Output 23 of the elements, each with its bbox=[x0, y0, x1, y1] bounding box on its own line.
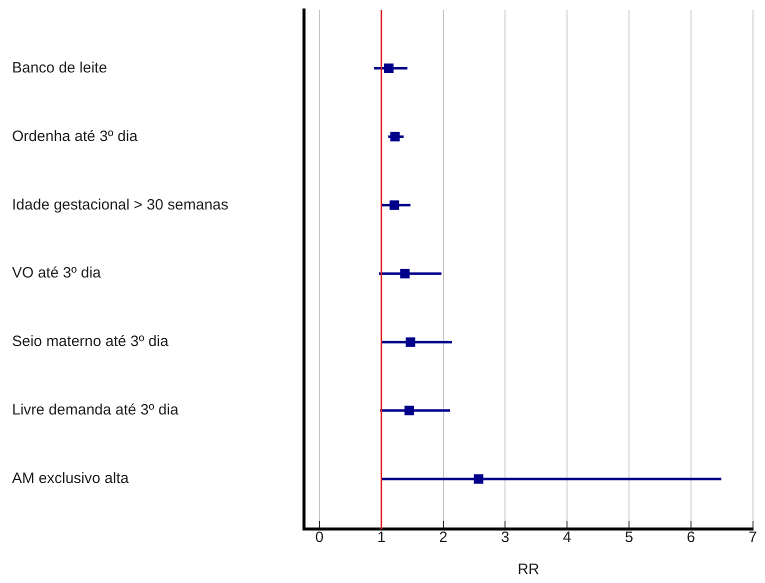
x-tick-label: 5 bbox=[624, 529, 634, 546]
x-tick-label: 4 bbox=[562, 529, 572, 546]
x-axis-title: RR bbox=[518, 561, 540, 578]
point bbox=[390, 132, 400, 142]
point bbox=[474, 474, 484, 484]
x-tick-label: 6 bbox=[686, 529, 696, 546]
point bbox=[384, 63, 394, 73]
x-tick-label: 7 bbox=[748, 529, 757, 546]
point bbox=[390, 200, 400, 210]
x-tick-label: 0 bbox=[315, 529, 324, 546]
point bbox=[406, 337, 416, 347]
y-tick-label: Idade gestacional > 30 semanas bbox=[12, 196, 228, 214]
y-tick-label: VO até 3º dia bbox=[12, 264, 102, 282]
y-tick-label: Livre demanda até 3º dia bbox=[12, 402, 180, 419]
x-tick-label: 1 bbox=[377, 529, 386, 546]
y-tick-label: Ordenha até 3º dia bbox=[12, 128, 138, 145]
y-tick-label: Seio materno até 3º dia bbox=[12, 333, 170, 350]
point bbox=[404, 406, 414, 416]
point bbox=[400, 268, 410, 278]
y-tick-label: Banco de leite bbox=[12, 59, 108, 76]
y-tick-label: AM exclusivo alta bbox=[12, 470, 130, 488]
x-tick-label: 2 bbox=[439, 529, 448, 546]
x-tick-label: 3 bbox=[501, 529, 510, 546]
